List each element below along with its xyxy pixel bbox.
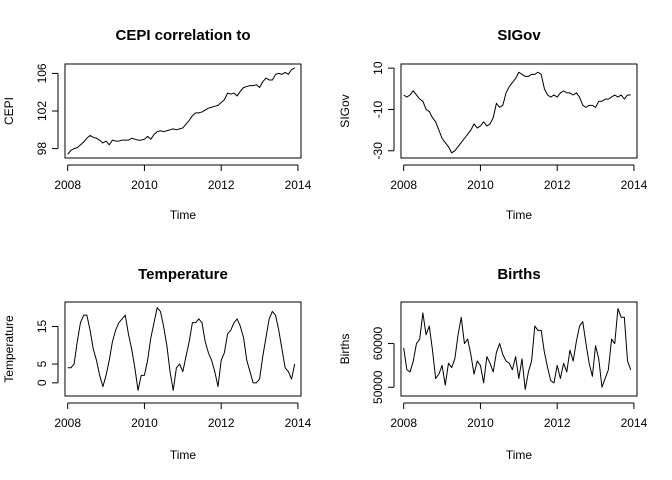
y-tick-label: -10 — [371, 100, 385, 118]
y-tick-label: 102 — [35, 101, 49, 121]
y-tick-label: 15 — [35, 319, 49, 333]
x-tick-label: 2014 — [285, 178, 312, 192]
x-tick-label: 2008 — [54, 416, 81, 430]
plot-frame — [64, 301, 302, 397]
x-tick-label: 2010 — [467, 416, 494, 430]
x-tick-label: 2008 — [390, 178, 417, 192]
x-tick-label: 2014 — [285, 416, 312, 430]
x-tick-label: 2010 — [131, 416, 158, 430]
chart-panel-1: CEPI correlation to Time CEPI 2008 2010 2012 2… — [2, 27, 312, 222]
chart-title: SIGov — [497, 27, 541, 44]
x-tick-label: 2012 — [208, 416, 235, 430]
series-line — [67, 307, 296, 391]
plot-frame — [400, 63, 638, 159]
x-tick-label: 2012 — [208, 178, 235, 192]
x-tick-label: 2012 — [544, 416, 571, 430]
plot-frame — [64, 63, 302, 159]
y-tick-label: 10 — [371, 61, 385, 75]
x-axis-label: Time — [170, 448, 197, 462]
chart-panel-2: SIGov Time SIGov 2008 2010 2012 2014 -30 -10 10 — [338, 27, 648, 222]
x-tick-label: 2008 — [54, 178, 81, 192]
y-tick-label: 106 — [35, 63, 49, 83]
y-tick-label: 50000 — [371, 370, 385, 404]
y-tick-label: 5 — [35, 360, 49, 367]
x-axis-label: Time — [506, 448, 533, 462]
y-axis-label: SIGov — [338, 94, 352, 127]
y-tick-label: 98 — [35, 142, 49, 156]
chart-panel-3: Temperature Time Temperature 2008 2010 2012 20… — [2, 266, 312, 462]
series-line — [403, 308, 632, 390]
y-tick-label: -30 — [371, 142, 385, 160]
x-tick-label: 2012 — [544, 178, 571, 192]
x-tick-label: 2010 — [131, 178, 158, 192]
series-line — [403, 71, 631, 154]
series-line — [67, 67, 296, 155]
x-axis-label: Time — [506, 208, 533, 222]
y-axis-label: CEPI — [2, 97, 16, 125]
y-tick-label: 0 — [35, 379, 49, 386]
chart-title: CEPI correlation to — [115, 27, 250, 44]
x-tick-label: 2014 — [621, 416, 648, 430]
y-axis-label: Births — [338, 334, 352, 365]
x-axis-label: Time — [170, 208, 197, 222]
chart-title: Births — [497, 266, 540, 283]
y-tick-label: 60000 — [371, 327, 385, 361]
y-axis-label: Temperature — [2, 315, 16, 383]
x-tick-label: 2014 — [621, 178, 648, 192]
plot-frame — [400, 301, 638, 397]
x-tick-label: 2008 — [390, 416, 417, 430]
x-tick-label: 2010 — [467, 178, 494, 192]
chart-panel-4: Births Time Births 2008 2010 2012 2014 50000 600… — [338, 266, 648, 462]
chart-title: Temperature — [138, 266, 228, 283]
